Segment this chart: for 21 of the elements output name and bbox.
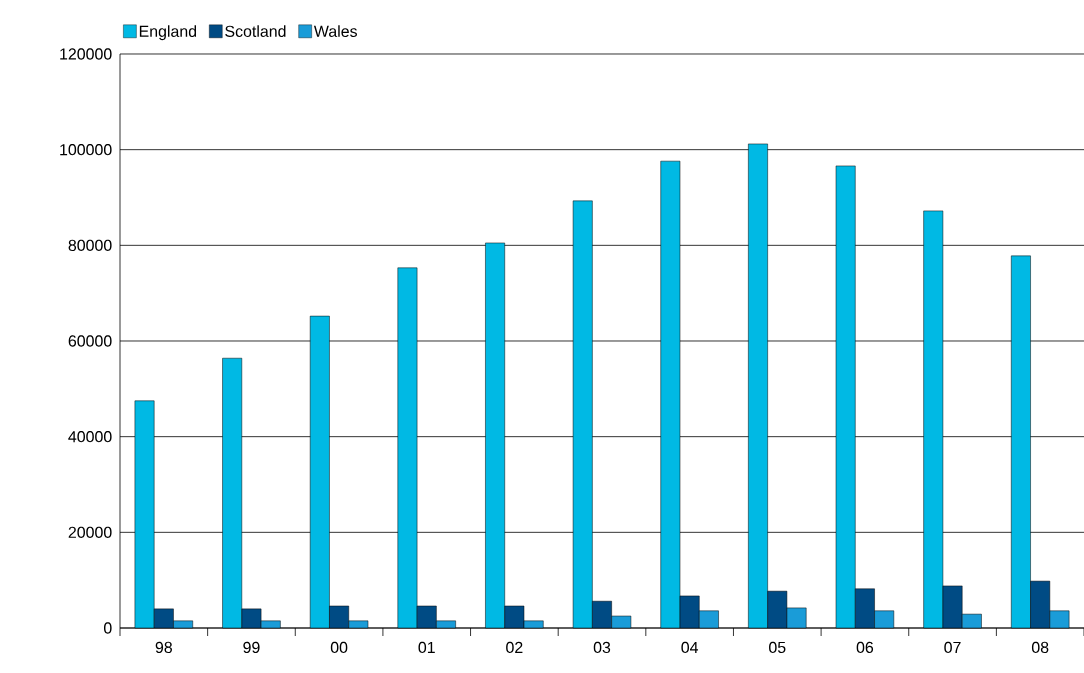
y-tick-label: 40000 [68,431,112,443]
x-tick-label: 03 [593,641,611,654]
y-tick-label: 80000 [68,239,112,251]
y-tick-label: 0 [103,622,112,634]
x-tick-label: 04 [681,641,699,654]
y-tick-label: 20000 [68,526,112,538]
x-tick-label: 02 [506,641,523,654]
legend-label: Scotland [225,25,286,37]
x-tick-label: 07 [944,641,961,654]
x-tick-label: 06 [856,641,874,654]
y-tick-label: 120000 [60,48,112,60]
y-tick-label: 100000 [60,144,112,156]
x-tick-label: 01 [418,641,435,654]
legend-label: Wales [313,25,357,37]
x-tick-label: 98 [155,641,172,654]
x-tick-label: 05 [769,641,786,654]
legend-label: England [139,25,197,41]
x-tick-label: 08 [1031,641,1049,654]
y-tick-label: 60000 [68,335,112,347]
x-tick-label: 99 [243,641,260,654]
x-tick-label: 00 [330,641,348,654]
